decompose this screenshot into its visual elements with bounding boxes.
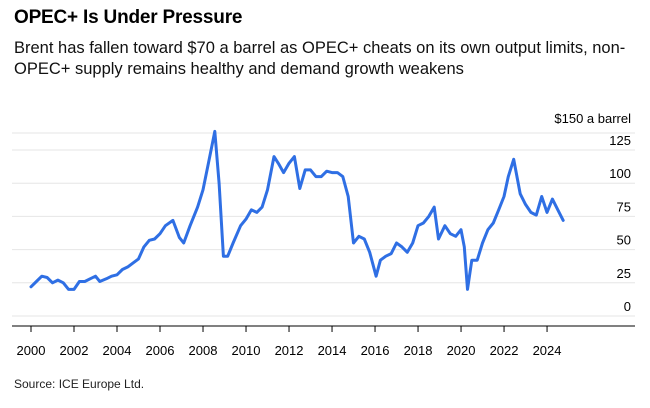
y-tick-label: 25: [617, 266, 631, 281]
x-tick-label: 2000: [17, 343, 46, 358]
x-tick-label: 2012: [275, 343, 304, 358]
x-tick-label: 2024: [533, 343, 562, 358]
grid-lines: [12, 132, 635, 317]
y-tick-label: 50: [617, 233, 631, 248]
x-tick-label: 2008: [189, 343, 218, 358]
y-tick-label: 125: [609, 133, 631, 148]
x-tick-label: 2018: [404, 343, 433, 358]
x-tick-label: 2014: [318, 343, 347, 358]
x-tick-label: 2004: [103, 343, 132, 358]
page-subtitle: Brent has fallen toward $70 a barrel as …: [14, 39, 626, 78]
y-tick-label: 0: [624, 299, 631, 314]
source-note: Source: ICE Europe Ltd.: [14, 377, 145, 391]
x-tick-label: 2020: [447, 343, 476, 358]
x-tick-label: 2006: [146, 343, 175, 358]
x-tick-label: 2022: [490, 343, 519, 358]
x-tick-label: 2010: [232, 343, 261, 358]
series-line-brent: [29, 129, 565, 291]
y-axis: 0 25 50 75 100 125: [609, 133, 631, 314]
x-tick-label: 2002: [60, 343, 89, 358]
x-tick-label: 2016: [361, 343, 390, 358]
page-title: OPEC+ Is Under Pressure: [14, 7, 243, 28]
y-tick-label: 100: [609, 166, 631, 181]
y-tick-label: 75: [617, 199, 631, 214]
y-axis-unit-label: $150 a barrel: [554, 111, 631, 126]
x-axis: 2000 2002 2004 2006 2008 2010 2012 2014 2016 2018…: [17, 326, 562, 358]
